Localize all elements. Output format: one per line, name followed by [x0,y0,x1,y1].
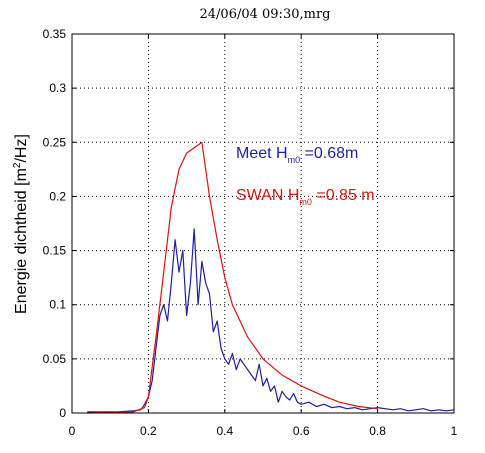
y-axis-label-sup: 2 [12,162,23,168]
y-tick-label: 0.1 [49,298,66,312]
annotation-swan-sub: m0 [299,197,312,207]
y-tick-label: 0.05 [43,352,67,366]
x-tick-label: 0.4 [216,424,233,438]
y-axis-label-tail: /Hz] [13,134,30,162]
annotation-swan: SWAN Hm0 =0.85 m [236,187,375,207]
y-ticks: 0 0.05 0.1 0.15 0.2 0.25 0.3 0.35 [43,27,454,420]
chart-title: 24/06/04 09:30,mrg [200,7,331,22]
annotation-meet: Meet Hm0 =0.68m [236,145,358,165]
x-tick-label: 0 [69,424,76,438]
plot-area [72,34,454,413]
annotation-swan-prefix: SWAN H [236,187,299,204]
y-tick-label: 0.2 [49,189,66,203]
y-axis-label: Energie dichtheid [m2/Hz] [12,134,30,314]
x-ticks: 0 0.2 0.4 0.6 0.8 1 [69,34,458,438]
y-tick-label: 0.35 [43,27,67,41]
y-tick-label: 0.25 [43,135,67,149]
x-tick-label: 0.8 [369,424,386,438]
x-tick-label: 0.2 [140,424,157,438]
annotation-meet-sub: m0 [288,155,301,165]
x-tick-label: 0.6 [293,424,310,438]
series-group [87,141,455,414]
y-tick-label: 0.15 [43,244,67,258]
x-tick-label: 1 [451,424,458,438]
annotation-swan-suffix: =0.85 m [312,187,375,204]
series-line-2 [87,141,378,414]
y-tick-label: 0 [59,406,66,420]
y-tick-label: 0.3 [49,81,66,95]
plot-frame [71,33,455,414]
series-line-1 [87,228,455,413]
annotation-meet-suffix: =0.68m [300,145,358,162]
annotation-meet-prefix: Meet H [236,145,288,162]
y-axis-label-main: Energie dichtheid [m [13,168,30,314]
